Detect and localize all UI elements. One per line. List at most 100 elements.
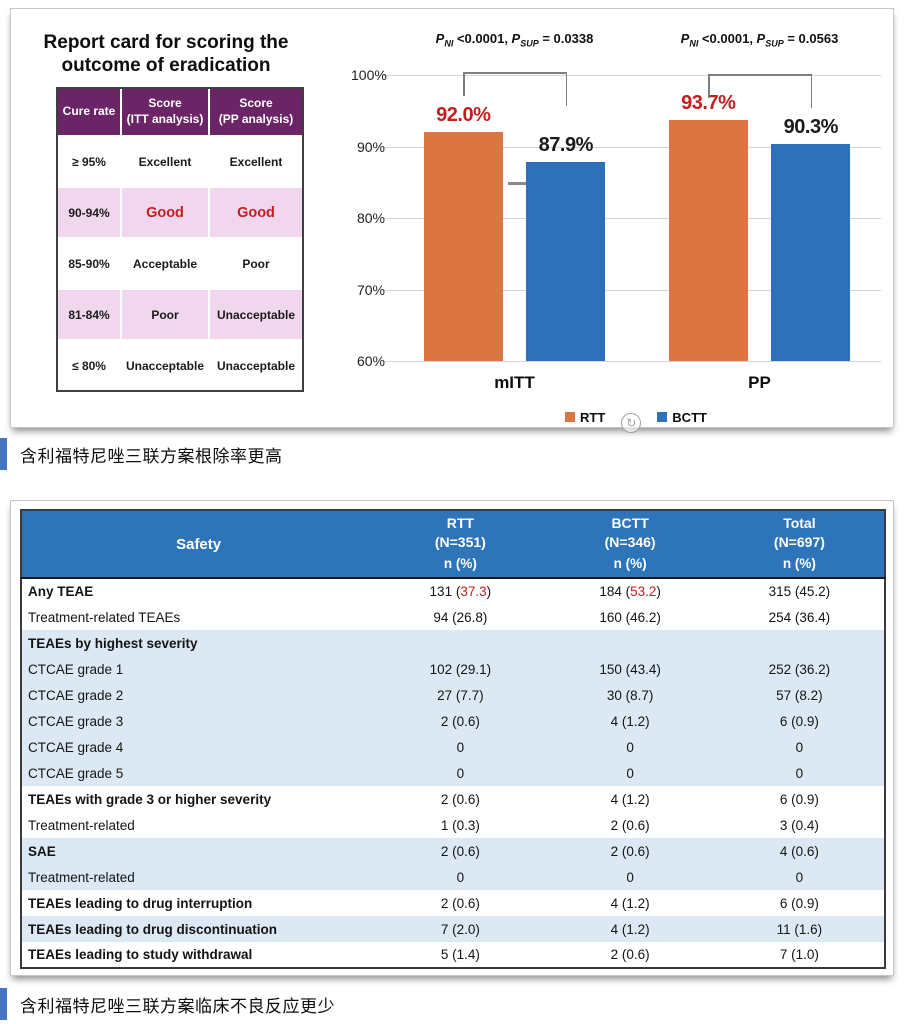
red-percentage: 37.3 [460, 584, 487, 599]
row-value: 4 (1.2) [610, 895, 650, 911]
legend-item-bctt: BCTT [657, 410, 707, 425]
row-value: 4 (0.6) [779, 843, 819, 859]
significance-bracket [463, 72, 566, 74]
table-row: TEAEs leading to study withdrawal 5 (1.4)… [21, 942, 885, 968]
row-value: 6 (0.9) [779, 713, 819, 729]
row-value: 57 (8.2) [776, 687, 823, 703]
refresh-icon: ↻ [621, 413, 642, 433]
legend-label: BCTT [672, 409, 707, 425]
safety-header-row: Safety RTT (N=351) BCTT (N=346) Total (N=697) [21, 510, 885, 578]
safety-subheader-row: n (%) n (%) n (%) [21, 554, 885, 578]
legend-swatch-rtt [565, 412, 576, 422]
significance-bracket [708, 74, 811, 76]
row-value: 0 [456, 869, 465, 885]
eradication-bar-chart: 100% 90% 80% 70% 60% 92.0% 87.9% PNI <0.0001, P… [351, 15, 893, 433]
report-card-cell: ≥ 95% [58, 137, 120, 186]
report-card-cell: Unacceptable [122, 341, 208, 390]
row-value: 0 [795, 869, 804, 885]
table-row: Treatment-related TEAEs 94 (26.8) 160 (46.… [21, 604, 885, 630]
report-card-cell: Poor [122, 290, 208, 339]
row-value [715, 630, 885, 656]
row-label: TEAEs leading to drug interruption [28, 895, 253, 911]
row-value: 160 (46.2) [599, 609, 661, 625]
row-value: 4 (1.2) [610, 791, 650, 807]
report-card-cell: Unacceptable [210, 341, 302, 390]
row-value: 5 (1.4) [440, 947, 480, 962]
row-value: 184 (53.2) [599, 584, 661, 599]
y-axis-tick: 100% [351, 67, 387, 83]
p-value-annotation: PNI <0.0001, PSUP = 0.0563 [680, 31, 839, 49]
bar-rtt-pp [668, 120, 748, 361]
caption-safety: 含利福特尼唑三联方案临床不良反应更少 [0, 988, 335, 1020]
table-row: SAE 2 (0.6) 2 (0.6) 4 (0.6) [21, 838, 885, 864]
bar-value-label: 90.3% [783, 116, 839, 139]
row-value: 2 (0.6) [440, 713, 480, 729]
report-card-cell: Good [210, 188, 302, 237]
group-name: RTT [446, 515, 474, 532]
row-value: 0 [795, 739, 804, 755]
row-label: TEAEs leading to drug discontinuation [28, 921, 277, 937]
group-n: (N=697) [773, 534, 825, 551]
table-row: Any TEAE 131 (37.3) 184 (53.2) 315 (45.2) [21, 578, 885, 604]
legend-item-rtt: RTT [565, 410, 605, 425]
legend-label: RTT [580, 409, 606, 425]
row-value: 2 (0.6) [610, 817, 650, 833]
row-value: 254 (36.4) [768, 609, 831, 625]
bracket-leg [810, 74, 813, 108]
row-label: CTCAE grade 3 [28, 713, 124, 729]
row-label: CTCAE grade 1 [28, 661, 124, 677]
table-row: CTCAE grade 4 0 0 0 [21, 734, 885, 760]
row-value: 2 (0.6) [440, 791, 480, 807]
report-card-cell: Excellent [210, 137, 302, 186]
bar-value-label: 93.7% [681, 92, 736, 115]
row-label: CTCAE grade 4 [28, 739, 124, 755]
row-label: CTCAE grade 5 [28, 765, 124, 781]
table-row: TEAEs by highest severity [21, 630, 885, 656]
row-value: 0 [626, 739, 634, 755]
group-name: BCTT [611, 515, 649, 532]
row-value: 0 [626, 765, 634, 781]
report-card-cell: 90-94% [58, 188, 120, 237]
report-card-cell: Excellent [122, 137, 208, 186]
gridline [383, 146, 881, 148]
row-value: 7 (2.0) [440, 921, 480, 937]
x-axis-label-pp: PP [748, 373, 771, 392]
report-card-cell: ≤ 80% [58, 341, 120, 390]
gridline [383, 361, 881, 362]
bracket-leg [708, 74, 710, 98]
report-card-column-header: Score (PP analysis) [210, 89, 302, 135]
report-card-cell: Unacceptable [210, 290, 302, 339]
row-value: 252 (36.2) [768, 661, 831, 677]
red-percentage: 53.2 [630, 584, 657, 599]
caption-accent-bar [0, 988, 7, 1020]
row-value: 6 (0.9) [779, 791, 819, 807]
row-value: 2 (0.6) [610, 843, 650, 859]
row-value: 0 [795, 765, 804, 781]
row-value: 30 (8.7) [606, 687, 654, 703]
safety-table-panel: Safety RTT (N=351) BCTT (N=346) Total (N=697) n… [10, 500, 894, 976]
row-value: 11 (1.6) [776, 921, 823, 937]
legend-swatch-bctt [657, 412, 668, 422]
row-label: TEAEs with grade 3 or higher severity [28, 791, 272, 807]
p-value-annotation: PNI <0.0001, PSUP = 0.0338 [435, 31, 594, 49]
table-row: TEAEs leading to drug interruption 2 (0.6… [21, 890, 885, 916]
row-value: 4 (1.2) [610, 921, 650, 937]
report-card-cell: 85-90% [58, 239, 120, 288]
eradication-figure-panel: Report card for scoring the outcome of e… [10, 8, 894, 433]
row-label: TEAEs by highest severity [28, 635, 198, 651]
report-card-cell: 81-84% [58, 290, 120, 339]
bar-bctt-pp [771, 144, 851, 361]
safety-table-header: Safety RTT (N=351) BCTT (N=346) Total (N=697) n… [21, 510, 885, 578]
bar-bctt-mitt [526, 161, 606, 361]
row-label: SAE [28, 843, 56, 859]
row-label: Treatment-related TEAEs [28, 609, 181, 625]
report-card-cell: Acceptable [122, 239, 208, 288]
row-label: TEAEs leading to study withdrawal [28, 947, 253, 962]
table-row: CTCAE grade 3 2 (0.6) 4 (1.2) 6 (0.9) [21, 708, 885, 734]
row-value: 27 (7.7) [437, 687, 484, 703]
report-card-cell: Good [122, 188, 208, 237]
row-value: 4 (1.2) [610, 713, 650, 729]
table-row: CTCAE grade 2 27 (7.7) 30 (8.7) 57 (8.2) [21, 682, 885, 708]
group-n: (N=346) [604, 534, 656, 551]
